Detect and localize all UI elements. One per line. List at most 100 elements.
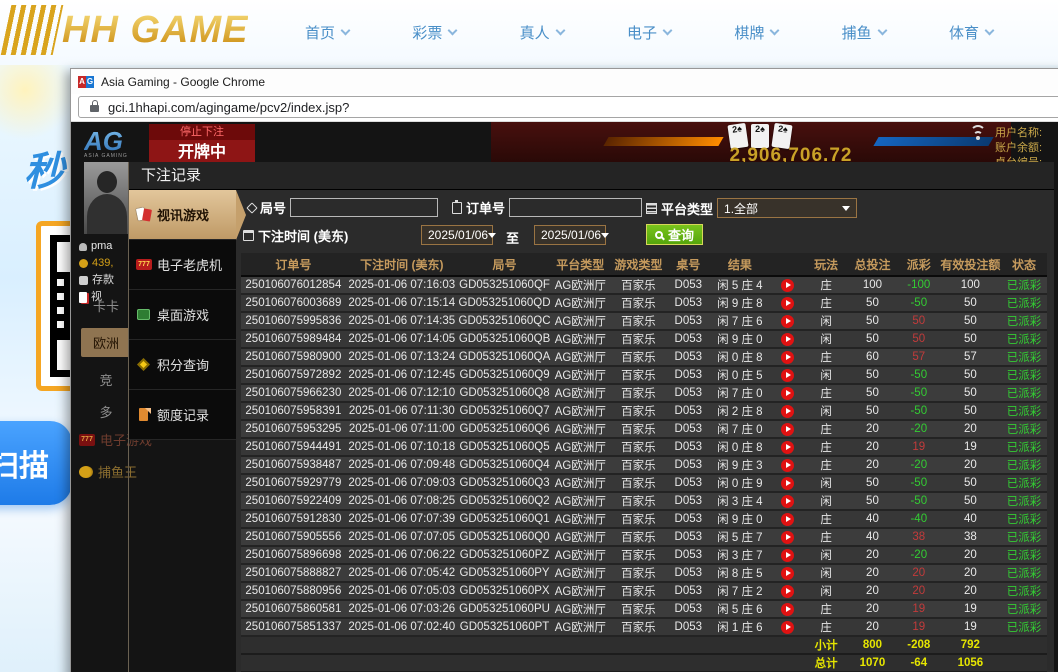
- replay-cell: [770, 510, 806, 529]
- nav-item-2[interactable]: 真人: [520, 22, 566, 43]
- stop-bet-label: 停止下注: [149, 124, 255, 140]
- subtotal-row-cell: [609, 636, 668, 655]
- table-cell: 50: [847, 474, 898, 493]
- menu-item-3[interactable]: 积分查询: [129, 340, 236, 390]
- column-header: 平台类型: [551, 253, 610, 277]
- total-row-cell: -64: [897, 654, 940, 672]
- table-cell: -50: [897, 492, 940, 511]
- replay-play-icon[interactable]: [781, 566, 795, 580]
- replay-cell: [770, 384, 806, 403]
- table-row: 250106075905556 2025-01-06 07:07:05 GD0532…: [241, 528, 1047, 547]
- table-cell: 百家乐: [609, 348, 668, 367]
- table-cell: 50: [847, 366, 898, 385]
- site-logo[interactable]: HH GAME: [0, 5, 248, 55]
- nav-item-6[interactable]: 体育: [949, 22, 995, 43]
- total-row-cell: [551, 654, 610, 672]
- modal-title: 下注记录: [129, 162, 1054, 190]
- date-to-select[interactable]: 2025/01/06: [534, 225, 610, 245]
- table-cell: AG欧洲厅: [551, 564, 610, 583]
- table-cell: 庄: [805, 456, 848, 475]
- table-cell: 250106075958391: [241, 402, 346, 421]
- table-cell: D053: [667, 312, 710, 331]
- replay-play-icon[interactable]: [781, 494, 795, 508]
- date-from-value: 2025/01/06: [428, 228, 489, 242]
- menu-item-4[interactable]: 额度记录: [129, 390, 236, 440]
- replay-play-icon[interactable]: [781, 440, 795, 454]
- replay-play-icon[interactable]: [781, 512, 795, 526]
- table-cell: 闲: [805, 564, 848, 583]
- replay-play-icon[interactable]: [781, 584, 795, 598]
- table-cell: 20: [847, 546, 898, 565]
- lock-icon: [90, 100, 99, 112]
- table-cell: GD053251060Q7: [457, 402, 552, 421]
- table-cell: 2025-01-06 07:14:05: [345, 330, 458, 349]
- replay-play-icon[interactable]: [781, 314, 795, 328]
- chevron-down-icon: [877, 25, 888, 36]
- table-cell: 2025-01-06 07:07:05: [345, 528, 458, 547]
- table-cell: GD053251060Q6: [457, 420, 552, 439]
- nav-item-1[interactable]: 彩票: [412, 22, 458, 43]
- table-cell: D053: [667, 600, 710, 619]
- jackpot-amount: 2,906,706.72: [729, 145, 853, 166]
- replay-play-icon[interactable]: [781, 476, 795, 490]
- table-cell: 2025-01-06 07:10:18: [345, 438, 458, 457]
- menu-item-1[interactable]: 电子老虎机: [129, 240, 236, 290]
- card-icon: [79, 292, 87, 303]
- table-row: 250106075972892 2025-01-06 07:12:45 GD0532…: [241, 366, 1047, 385]
- replay-play-icon[interactable]: [781, 602, 795, 616]
- nav-item-5[interactable]: 捕鱼: [842, 22, 888, 43]
- table-cell: GD053251060Q0: [457, 528, 552, 547]
- table-cell: 20: [897, 582, 940, 601]
- table-cell: 闲 5 庄 4: [709, 276, 771, 295]
- table-cell: 百家乐: [609, 294, 668, 313]
- table-row: 250106075929779 2025-01-06 07:09:03 GD0532…: [241, 474, 1047, 493]
- table-cell: GD053251060PZ: [457, 546, 552, 565]
- table-cell: 250106075905556: [241, 528, 346, 547]
- replay-play-icon[interactable]: [781, 296, 795, 310]
- replay-play-icon[interactable]: [781, 278, 795, 292]
- replay-play-icon[interactable]: [781, 404, 795, 418]
- table-cell: -50: [897, 366, 940, 385]
- replay-play-icon[interactable]: [781, 530, 795, 544]
- table-cell: 250106076003689: [241, 294, 346, 313]
- date-from-select[interactable]: 2025/01/06: [421, 225, 497, 245]
- nav-item-0[interactable]: 首页: [305, 22, 351, 43]
- order-input[interactable]: [509, 198, 643, 217]
- nav-item-3[interactable]: 电子: [627, 22, 673, 43]
- ag-logo-subtext: ASIA GAMING: [84, 153, 128, 159]
- table-cell: 20: [939, 420, 1001, 439]
- lobby-tab-2: 竞: [99, 373, 113, 388]
- table-cell: 闲 7 庄 2: [709, 582, 771, 601]
- url-bar[interactable]: gci.1hhapi.com/agingame/pcv2/index.jsp?: [78, 96, 1058, 118]
- platform-select[interactable]: 1.全部: [717, 198, 858, 218]
- menu-item-2[interactable]: 桌面游戏: [129, 290, 236, 340]
- subtotal-row-cell: [241, 636, 346, 655]
- table-cell: D053: [667, 420, 710, 439]
- replay-play-icon[interactable]: [781, 620, 795, 634]
- chevron-down-icon: [769, 25, 780, 36]
- round-input[interactable]: [290, 198, 439, 217]
- table-cell: -20: [897, 456, 940, 475]
- table-cell: -50: [897, 294, 940, 313]
- table-cell: GD053251060Q8: [457, 384, 552, 403]
- column-header: 桌号: [667, 253, 710, 277]
- replay-play-icon[interactable]: [781, 368, 795, 382]
- replay-play-icon[interactable]: [781, 458, 795, 472]
- replay-play-icon[interactable]: [781, 386, 795, 400]
- replay-play-icon[interactable]: [781, 548, 795, 562]
- table-cell: D053: [667, 528, 710, 547]
- replay-play-icon[interactable]: [781, 350, 795, 364]
- table-cell: 庄: [805, 510, 848, 529]
- column-header: 状态: [1000, 253, 1047, 277]
- table-row: 250106075953295 2025-01-06 07:11:00 GD0532…: [241, 420, 1047, 439]
- replay-play-icon[interactable]: [781, 332, 795, 346]
- replay-play-icon[interactable]: [781, 422, 795, 436]
- table-cell: 50: [897, 330, 940, 349]
- menu-item-0[interactable]: 视讯游戏: [129, 190, 246, 240]
- table-cell: 2025-01-06 07:12:10: [345, 384, 458, 403]
- scan-button[interactable]: 扫描: [0, 421, 72, 505]
- nav-item-4[interactable]: 棋牌: [734, 22, 780, 43]
- table-row: 250106075851337 2025-01-06 07:02:40 GD0532…: [241, 618, 1047, 637]
- search-button[interactable]: 查询: [646, 224, 704, 245]
